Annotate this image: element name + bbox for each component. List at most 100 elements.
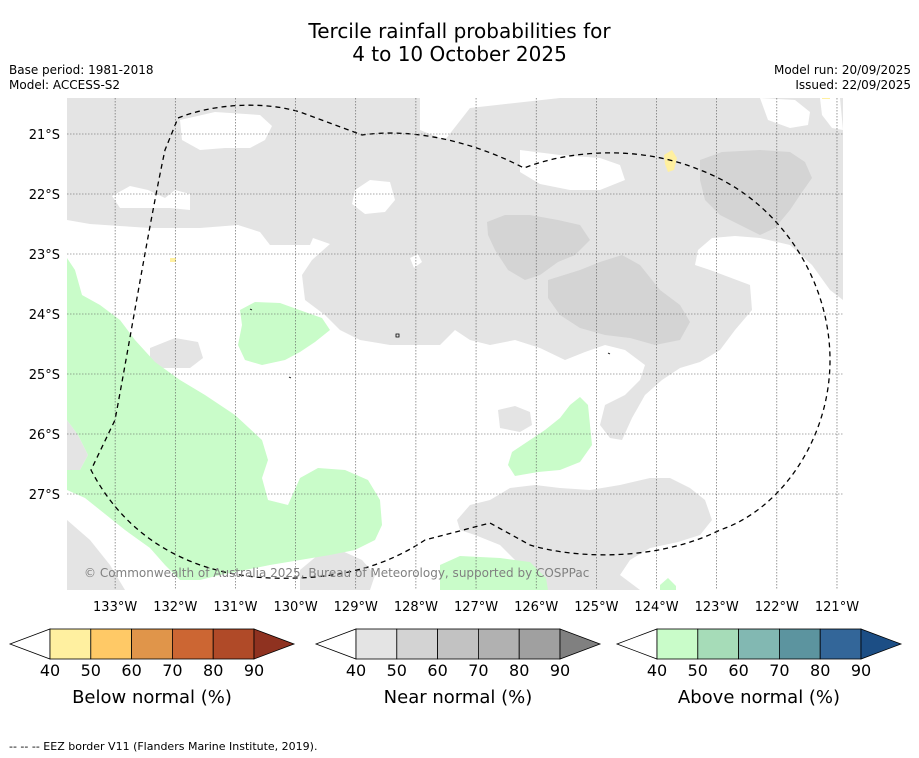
above-region-bottom: [440, 556, 548, 590]
above-region-west: [67, 258, 382, 580]
near-legend-title: Near normal (%): [384, 687, 533, 708]
lon-tick-label: 125°W: [574, 600, 618, 615]
lat-tick-label: 25°S: [29, 368, 60, 383]
hole-5: [520, 150, 625, 190]
legend-near: 40 50 60 70 80 90 Near normal (%): [314, 628, 602, 708]
above-tick-60: 60: [728, 661, 748, 680]
below-tick-80: 80: [203, 661, 223, 680]
below-bin-80: [212, 628, 255, 660]
below-low-tri: [8, 628, 51, 660]
below-spot-3: [822, 98, 830, 99]
near-bin-80: [518, 628, 561, 660]
lat-tick-labels: 21°S 22°S 23°S 24°S 25°S 26°S 27°S: [29, 128, 60, 503]
lon-tick-label: 130°W: [274, 600, 318, 615]
hole-1: [180, 112, 272, 150]
above-region-central-west: [238, 302, 330, 365]
lat-tick-label: 23°S: [29, 248, 60, 263]
islands: [249, 308, 611, 379]
island-3: [249, 308, 253, 311]
near50-region-3: [700, 150, 812, 235]
above-high-tri: [860, 628, 903, 660]
hole-4: [760, 98, 810, 128]
model-run-text: Model run: 20/09/2025: [773, 63, 911, 77]
near-region-southwest-corner: [67, 520, 125, 590]
near-region-small-patch: [498, 406, 532, 432]
above-tick-80: 80: [810, 661, 830, 680]
above-bin-40: [656, 628, 699, 660]
above-tick-70: 70: [769, 661, 789, 680]
near50-region-1: [487, 215, 590, 280]
island-2: [607, 352, 611, 355]
map-layers: [67, 98, 843, 590]
copyright-text: © Commonwealth of Australia 2025, Bureau…: [84, 566, 589, 580]
model-text: Model: ACCESS-S2: [9, 78, 121, 92]
below-normal-40-50: [170, 98, 830, 262]
above-region-central-south: [508, 397, 592, 476]
near-normal-50-60: [487, 150, 812, 345]
legend-below: 40 50 60 70 80 90 Below normal (%): [8, 628, 296, 708]
near-tick-50: 50: [387, 661, 407, 680]
near-region-north: [67, 98, 843, 440]
issued-text: Issued: 22/09/2025: [795, 78, 911, 92]
near-normal-40-50: [67, 98, 843, 590]
gridlines: [67, 98, 843, 590]
island-1: [395, 333, 400, 338]
above-normal-40-50: [67, 258, 676, 590]
above-tick-40: 40: [647, 661, 667, 680]
eez-footnote: -- -- -- EEZ border V11 (Flanders Marine…: [9, 740, 318, 753]
near-tick-70: 70: [468, 661, 488, 680]
above-tick-90: 90: [851, 661, 871, 680]
lat-tick-label: 24°S: [29, 308, 60, 323]
below-bin-40: [49, 628, 92, 660]
near-bin-70: [477, 628, 520, 660]
near-tick-60: 60: [427, 661, 447, 680]
near-bin-60: [437, 628, 479, 660]
above-legend-title: Above normal (%): [678, 687, 840, 708]
above-bin-70: [778, 628, 821, 660]
near-region-west-patch: [150, 338, 203, 368]
below-bin-50: [90, 628, 133, 660]
page-title-line2: 4 to 10 October 2025: [352, 42, 567, 66]
above-low-tri: [615, 628, 658, 660]
below-bin-60: [131, 628, 173, 660]
below-tick-50: 50: [81, 661, 101, 680]
below-tick-40: 40: [40, 661, 60, 680]
legend-above: 40 50 60 70 80 90 Above normal (%): [615, 628, 903, 708]
near-tick-40: 40: [346, 661, 366, 680]
near-bin-50: [396, 628, 439, 660]
lat-tick-label: 21°S: [29, 128, 60, 143]
below-bin-70: [171, 628, 214, 660]
hole-3: [352, 180, 395, 214]
lon-tick-label: 127°W: [454, 600, 498, 615]
above-bin-50: [697, 628, 740, 660]
lon-tick-label: 128°W: [394, 600, 438, 615]
no-signal-holes: [112, 98, 843, 268]
near-low-tri: [314, 628, 357, 660]
page-title-line1: Tercile rainfall probabilities for: [308, 19, 611, 43]
below-spot-2: [170, 258, 176, 262]
lon-tick-label: 129°W: [334, 600, 378, 615]
lon-tick-label: 131°W: [213, 600, 257, 615]
lon-tick-label: 122°W: [755, 600, 799, 615]
below-tick-60: 60: [121, 661, 141, 680]
near-tick-90: 90: [550, 661, 570, 680]
below-spot-1: [664, 150, 677, 172]
lon-tick-label: 123°W: [695, 600, 739, 615]
lat-tick-label: 26°S: [29, 428, 60, 443]
lon-tick-labels: 133°W 132°W 131°W 130°W 129°W 128°W 127°W 126°W…: [93, 600, 859, 615]
lon-tick-label: 124°W: [634, 600, 678, 615]
lon-tick-label: 126°W: [514, 600, 558, 615]
above-bin-80: [819, 628, 862, 660]
above-tick-50: 50: [688, 661, 708, 680]
above-region-bottom-right: [660, 578, 676, 590]
near-tick-80: 80: [509, 661, 529, 680]
above-bin-60: [738, 628, 780, 660]
lon-tick-label: 121°W: [815, 600, 859, 615]
base-period-text: Base period: 1981-2018: [9, 63, 154, 77]
below-tick-70: 70: [162, 661, 182, 680]
near-region-bottom-middle: [300, 550, 375, 590]
island-4: [288, 376, 292, 379]
below-tick-90: 90: [244, 661, 264, 680]
lon-tick-label: 133°W: [93, 600, 137, 615]
